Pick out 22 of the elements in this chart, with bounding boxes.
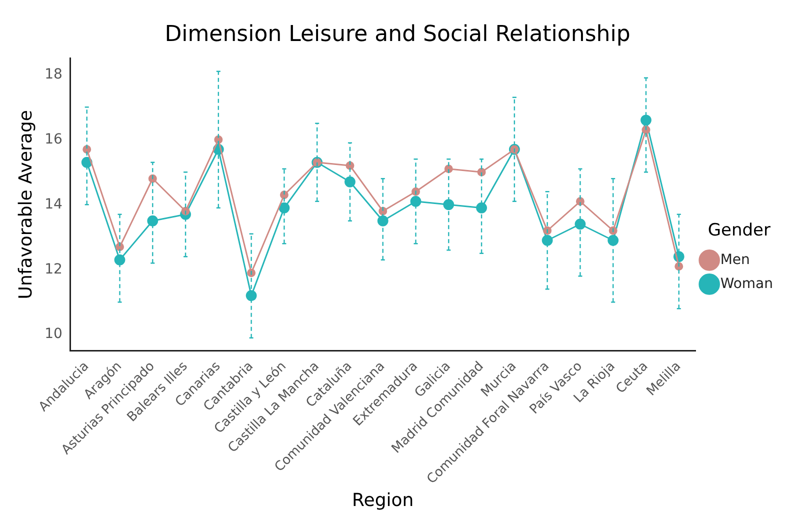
point [443, 199, 454, 210]
x-axis-title: Region [352, 490, 414, 511]
chart-title: Dimension Leisure and Social Relationship [164, 22, 630, 47]
point [114, 254, 126, 266]
legend-label: Woman [720, 276, 774, 292]
y-tick-label: 18 [44, 66, 62, 82]
point [147, 215, 158, 226]
point [344, 176, 356, 188]
point [640, 114, 652, 126]
point [410, 196, 422, 207]
y-tick-label: 16 [44, 131, 62, 148]
legend-label: Men [720, 252, 750, 268]
y-tick-label: 14 [44, 196, 62, 212]
point [377, 215, 388, 226]
point [608, 234, 619, 246]
y-tick-label: 12 [44, 261, 62, 278]
point [246, 290, 257, 302]
y-tick-label: 10 [44, 326, 62, 342]
legend-title: Gender [708, 220, 770, 241]
point [476, 202, 487, 214]
point [574, 218, 586, 230]
y-axis-title: Unfavorable Average [15, 110, 36, 300]
